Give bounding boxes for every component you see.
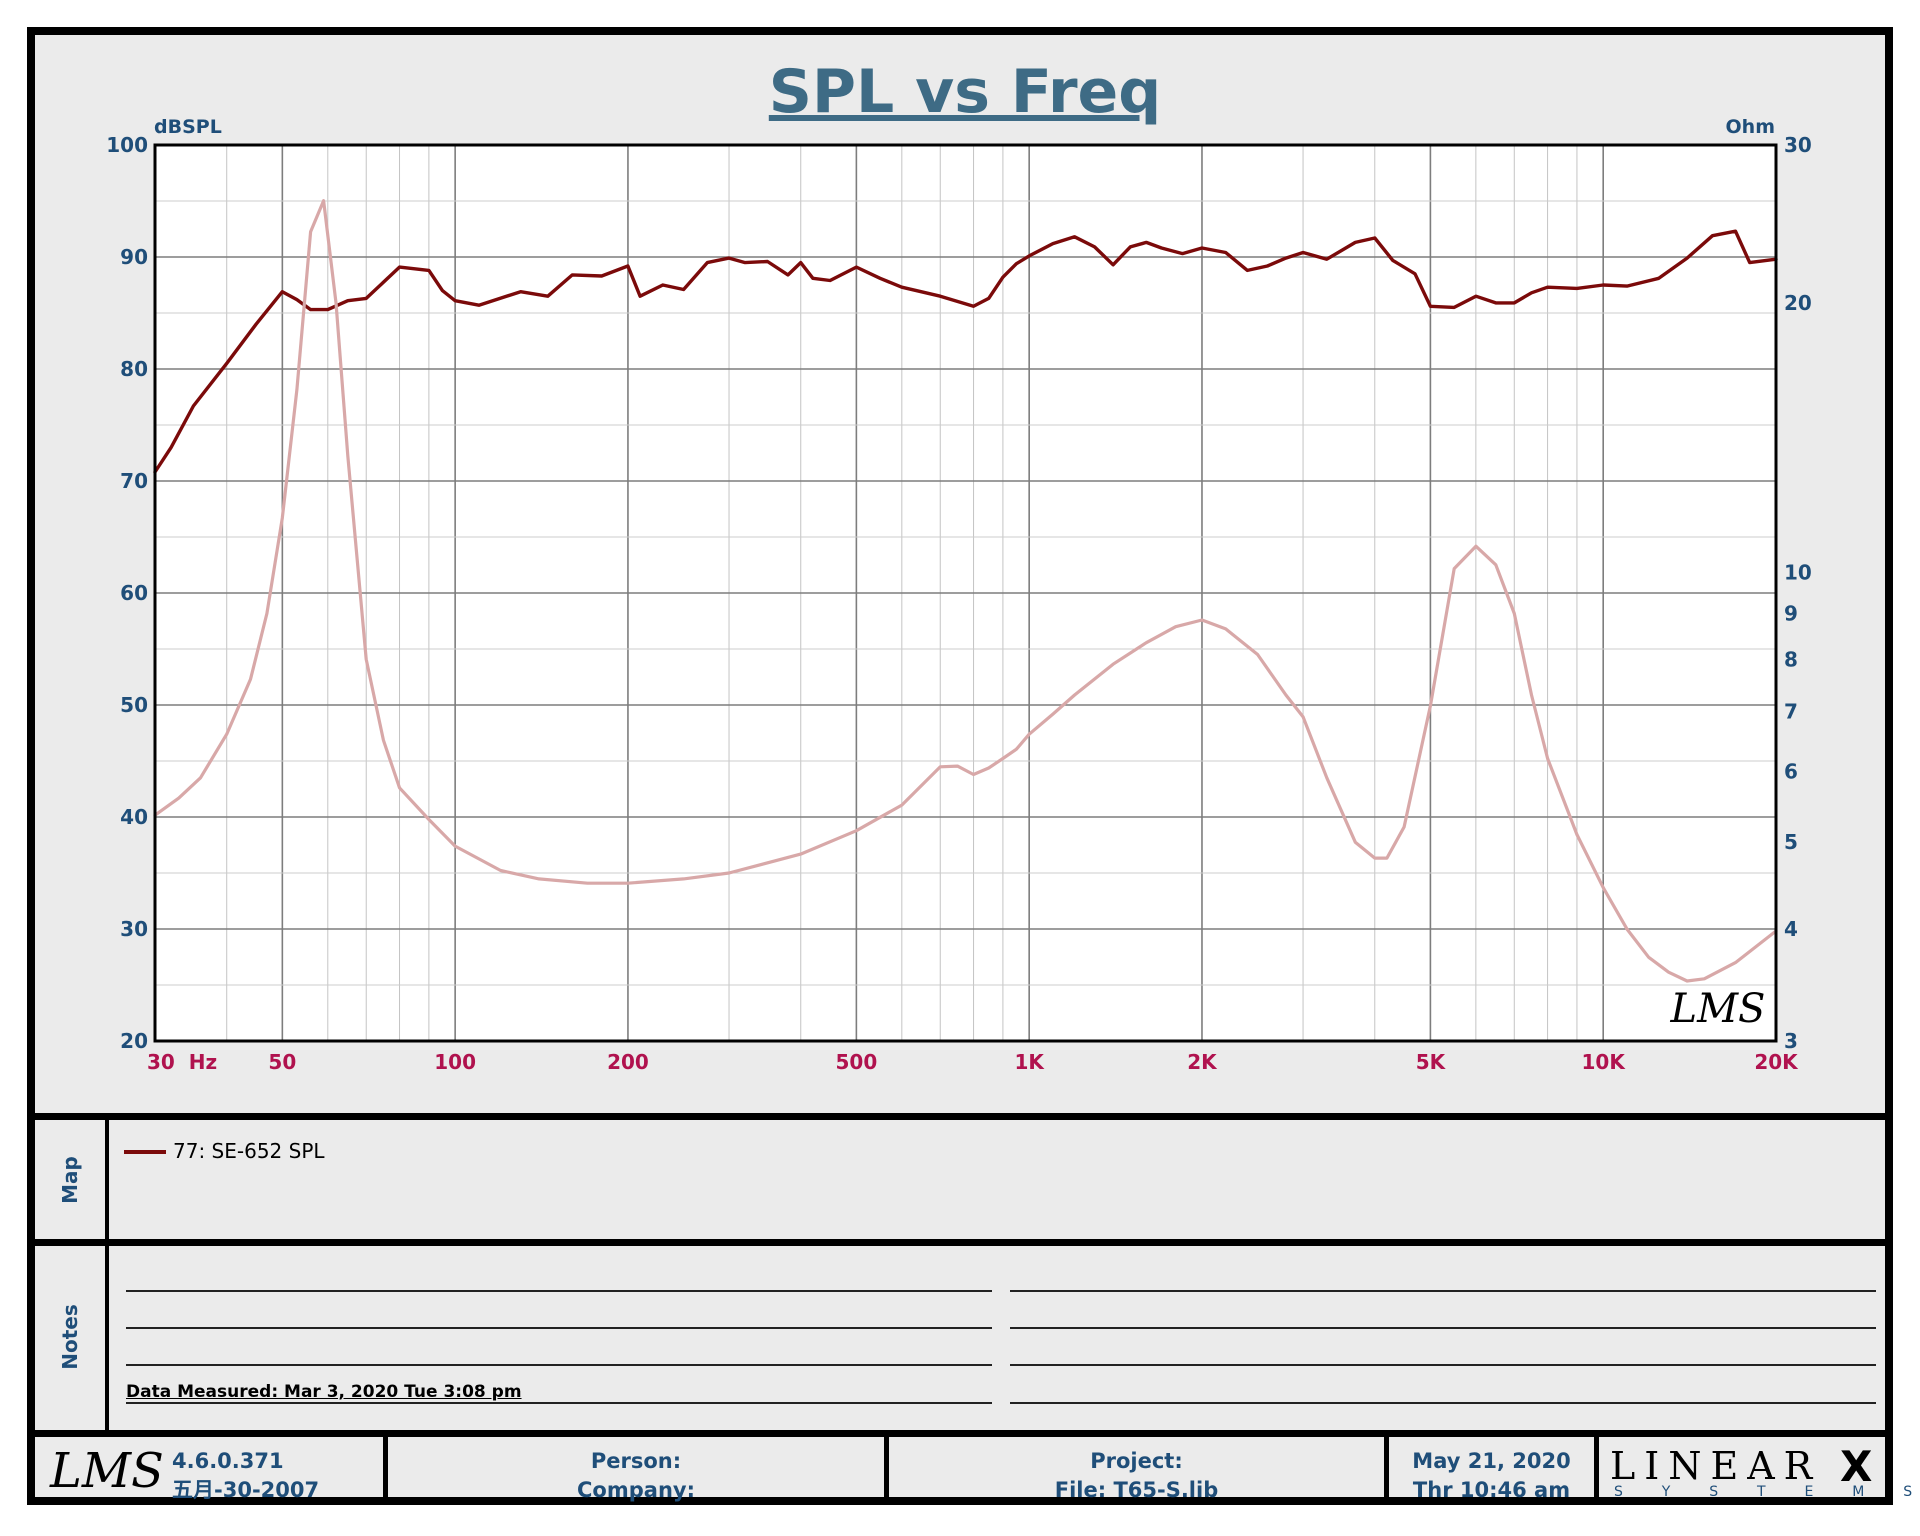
map-side-divider bbox=[105, 1118, 109, 1432]
divider-chart-map bbox=[27, 1113, 1893, 1120]
x-tick-label: 5K bbox=[1416, 1050, 1447, 1074]
footer-divider bbox=[1594, 1435, 1599, 1505]
chart-title: SPL vs Freq bbox=[769, 57, 1161, 127]
linearx-systems: S Y S T E M S bbox=[1614, 1484, 1920, 1500]
person-label: Person: bbox=[590, 1449, 682, 1473]
plot-border bbox=[153, 143, 1778, 1043]
left-tick-label: 100 bbox=[106, 133, 148, 157]
right-axis-unit: Ohm bbox=[1726, 116, 1775, 138]
footer-divider bbox=[884, 1435, 889, 1505]
left-tick-label: 40 bbox=[120, 805, 148, 829]
spl-line bbox=[153, 229, 1778, 474]
note-line bbox=[126, 1364, 992, 1366]
x-tick-label: 20K bbox=[1754, 1050, 1799, 1074]
project-label: Project: bbox=[1090, 1449, 1183, 1473]
x-tick-label: 10K bbox=[1582, 1050, 1627, 1074]
right-tick-label: 6 bbox=[1784, 759, 1798, 783]
footer-lms-logo: LMS bbox=[50, 1443, 164, 1499]
version-number: 4.6.0.371 bbox=[172, 1449, 284, 1473]
left-tick-label: 60 bbox=[120, 581, 148, 605]
file-label: File: T65-S.lib bbox=[1054, 1478, 1219, 1502]
legend-swatch bbox=[124, 1150, 166, 1154]
lms-watermark: LMS bbox=[1670, 986, 1766, 1032]
legend-entry: 77: SE-652 SPL bbox=[173, 1139, 325, 1163]
right-tick-label: 4 bbox=[1784, 917, 1798, 941]
x-tick-label: 200 bbox=[607, 1050, 649, 1074]
note-line bbox=[126, 1290, 992, 1292]
report-time: Thr 10:46 am bbox=[1412, 1478, 1571, 1502]
map-label: Map bbox=[58, 1156, 82, 1204]
note-line bbox=[1010, 1327, 1876, 1329]
right-tick-label: 30 bbox=[1784, 133, 1812, 157]
right-tick-label: 3 bbox=[1784, 1029, 1798, 1053]
x-tick-label: 500 bbox=[835, 1050, 877, 1074]
x-tick-label: 30 Hz bbox=[147, 1050, 217, 1074]
note-line bbox=[126, 1402, 992, 1404]
left-tick-label: 30 bbox=[120, 917, 148, 941]
footer-divider bbox=[1384, 1435, 1389, 1505]
x-tick-label: 2K bbox=[1187, 1050, 1218, 1074]
note-line bbox=[1010, 1364, 1876, 1366]
left-tick-label: 90 bbox=[120, 245, 148, 269]
impedance-line bbox=[153, 199, 1778, 983]
right-tick-label: 7 bbox=[1784, 699, 1798, 723]
axis-ticks: 100 90 80 70 60 50 40 30 20 30 20 10 9 8 7 6 5 4 3 30 Hz 50 1… bbox=[106, 133, 1812, 1074]
footer-divider bbox=[383, 1435, 388, 1505]
divider-map-notes bbox=[27, 1239, 1893, 1246]
linearx-logo: LINEAR X S Y S T E M S bbox=[1606, 1442, 1912, 1502]
left-tick-label: 80 bbox=[120, 357, 148, 381]
x-tick-label: 50 bbox=[268, 1050, 296, 1074]
right-tick-label: 20 bbox=[1784, 291, 1812, 315]
left-tick-label: 20 bbox=[120, 1029, 148, 1053]
left-axis-unit: dBSPL bbox=[154, 116, 222, 138]
x-tick-label: 100 bbox=[434, 1050, 476, 1074]
company-label: Company: bbox=[577, 1478, 695, 1502]
note-line bbox=[1010, 1290, 1876, 1292]
report-date: May 21, 2020 bbox=[1412, 1449, 1571, 1473]
right-tick-label: 8 bbox=[1784, 647, 1798, 671]
divider-notes-footer bbox=[27, 1430, 1893, 1437]
right-tick-label: 9 bbox=[1784, 601, 1798, 625]
note-line bbox=[126, 1327, 992, 1329]
series-group bbox=[153, 199, 1778, 983]
linearx-brand: LINEAR bbox=[1610, 1444, 1822, 1488]
notes-label: Notes bbox=[58, 1304, 82, 1370]
linearx-x-mark: X bbox=[1840, 1442, 1873, 1491]
left-tick-label: 50 bbox=[120, 693, 148, 717]
data-measured: Data Measured: Mar 3, 2020 Tue 3:08 pm bbox=[126, 1382, 522, 1402]
left-tick-label: 70 bbox=[120, 469, 148, 493]
x-tick-label: 1K bbox=[1014, 1050, 1045, 1074]
right-tick-label: 10 bbox=[1784, 561, 1812, 585]
note-line bbox=[1010, 1402, 1876, 1404]
version-date: 五月-30-2007 bbox=[172, 1478, 320, 1502]
right-tick-label: 5 bbox=[1784, 830, 1798, 854]
